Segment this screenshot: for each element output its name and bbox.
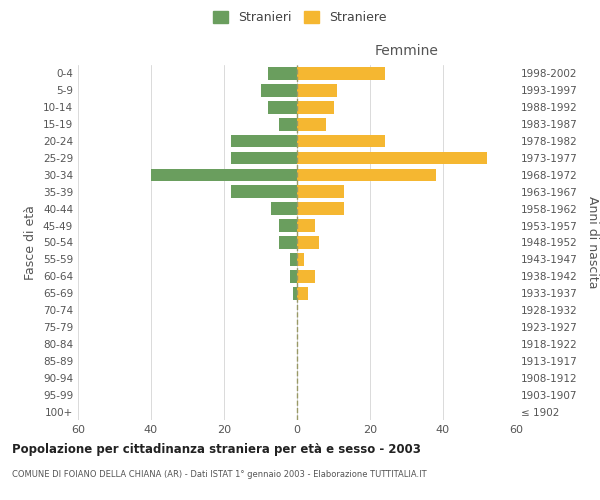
Text: COMUNE DI FOIANO DELLA CHIANA (AR) - Dati ISTAT 1° gennaio 2003 - Elaborazione T: COMUNE DI FOIANO DELLA CHIANA (AR) - Dat… <box>12 470 427 479</box>
Text: Femmine: Femmine <box>374 44 439 58</box>
Bar <box>268 101 297 114</box>
Bar <box>297 118 326 130</box>
Bar <box>297 270 315 282</box>
Bar <box>260 84 297 96</box>
Bar <box>232 152 297 164</box>
Bar <box>279 118 297 130</box>
Bar <box>297 134 385 147</box>
Bar <box>297 236 319 249</box>
Y-axis label: Anni di nascita: Anni di nascita <box>586 196 599 289</box>
Legend: Stranieri, Straniere: Stranieri, Straniere <box>213 11 387 24</box>
Bar <box>268 67 297 80</box>
Bar <box>279 220 297 232</box>
Y-axis label: Fasce di età: Fasce di età <box>25 205 37 280</box>
Bar <box>290 270 297 282</box>
Bar <box>271 202 297 215</box>
Bar <box>297 253 304 266</box>
Bar <box>297 67 385 80</box>
Bar <box>232 134 297 147</box>
Bar <box>279 236 297 249</box>
Bar <box>297 220 315 232</box>
Bar <box>297 287 308 300</box>
Bar <box>297 186 344 198</box>
Bar <box>297 202 344 215</box>
Bar <box>293 287 297 300</box>
Bar <box>232 186 297 198</box>
Bar <box>297 84 337 96</box>
Bar <box>297 101 334 114</box>
Text: Popolazione per cittadinanza straniera per età e sesso - 2003: Popolazione per cittadinanza straniera p… <box>12 442 421 456</box>
Bar <box>151 168 297 181</box>
Bar <box>297 152 487 164</box>
Bar <box>290 253 297 266</box>
Bar <box>297 168 436 181</box>
